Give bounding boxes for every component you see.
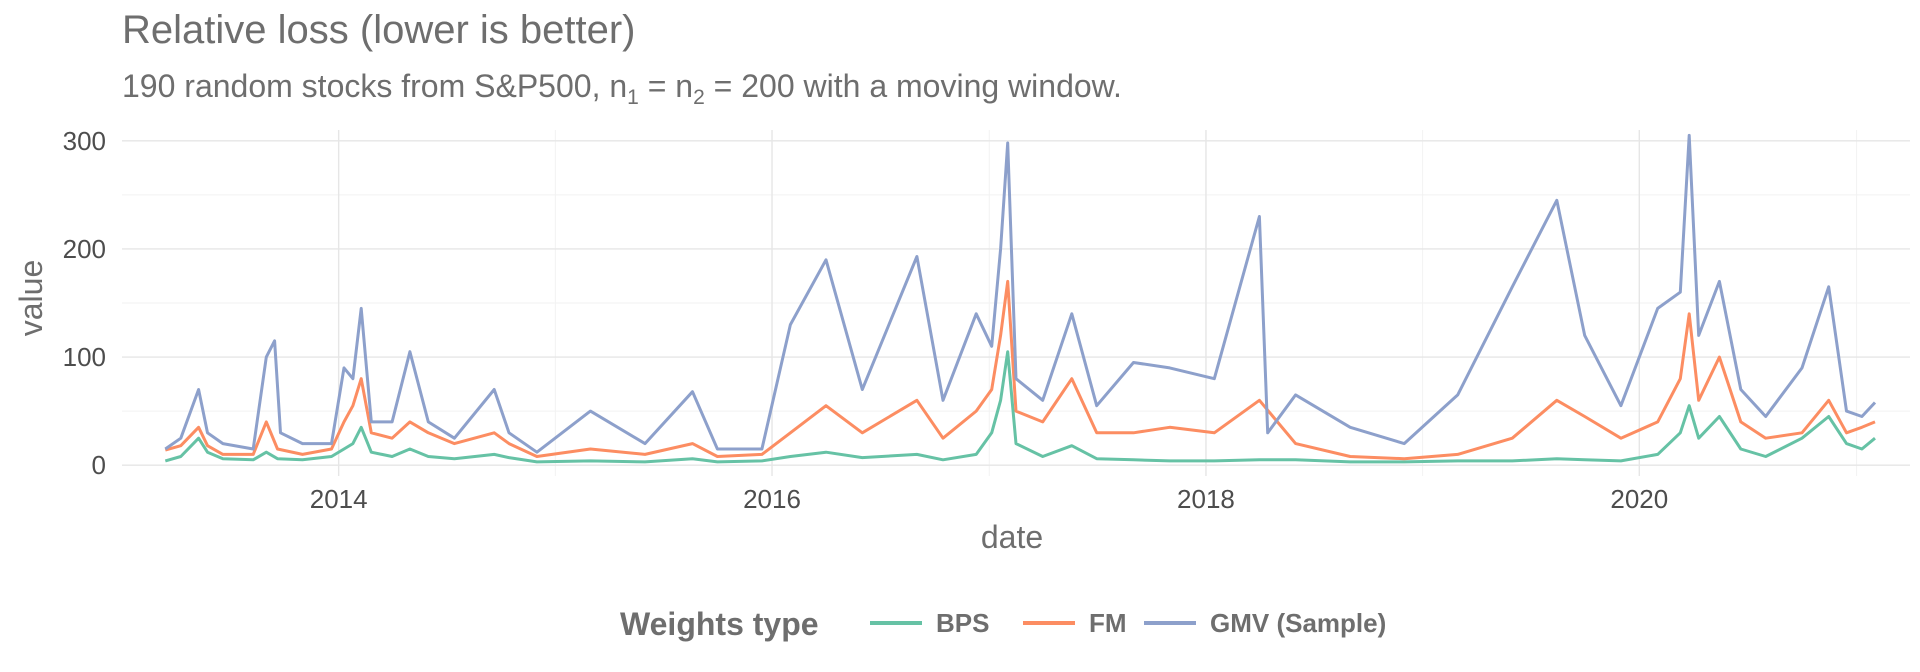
- legend-label: GMV (Sample): [1210, 608, 1386, 638]
- y-axis-title: value: [13, 260, 49, 337]
- chart-subtitle: 190 random stocks from S&P500, n1 = n2 =…: [122, 68, 1122, 110]
- legend: Weights type BPS FM GMV (Sample): [620, 606, 1386, 642]
- y-tick-label: 200: [63, 234, 106, 264]
- y-tick-label: 300: [63, 126, 106, 156]
- series-line-fm: [164, 279, 1876, 461]
- x-tick-label: 2020: [1610, 484, 1668, 514]
- subtitle-middle: = n: [638, 68, 694, 104]
- x-axis-title: date: [981, 519, 1043, 555]
- series-line-gmv-sample: [164, 133, 1877, 454]
- y-tick-label: 100: [63, 342, 106, 372]
- legend-label: BPS: [936, 608, 989, 638]
- chart-title: Relative loss (lower is better): [122, 8, 636, 52]
- x-tick-label: 2016: [743, 484, 801, 514]
- subtitle-prefix: 190 random stocks from S&P500, n: [122, 68, 628, 104]
- series-lines: [164, 133, 1877, 464]
- y-tick-label: 0: [92, 450, 106, 480]
- x-tick-label: 2018: [1177, 484, 1235, 514]
- subtitle-suffix: = 200 with a moving window.: [704, 68, 1122, 104]
- legend-title: Weights type: [620, 606, 819, 642]
- x-tick-label: 2014: [310, 484, 368, 514]
- series-line-bps: [164, 350, 1876, 464]
- subtitle-subscript-1: 1: [627, 86, 639, 109]
- axes: 0 100 200 300 2014 2016 2018 2020: [63, 126, 1669, 514]
- legend-label: FM: [1089, 608, 1127, 638]
- grid: [122, 130, 1910, 476]
- subtitle-subscript-2: 2: [693, 86, 705, 109]
